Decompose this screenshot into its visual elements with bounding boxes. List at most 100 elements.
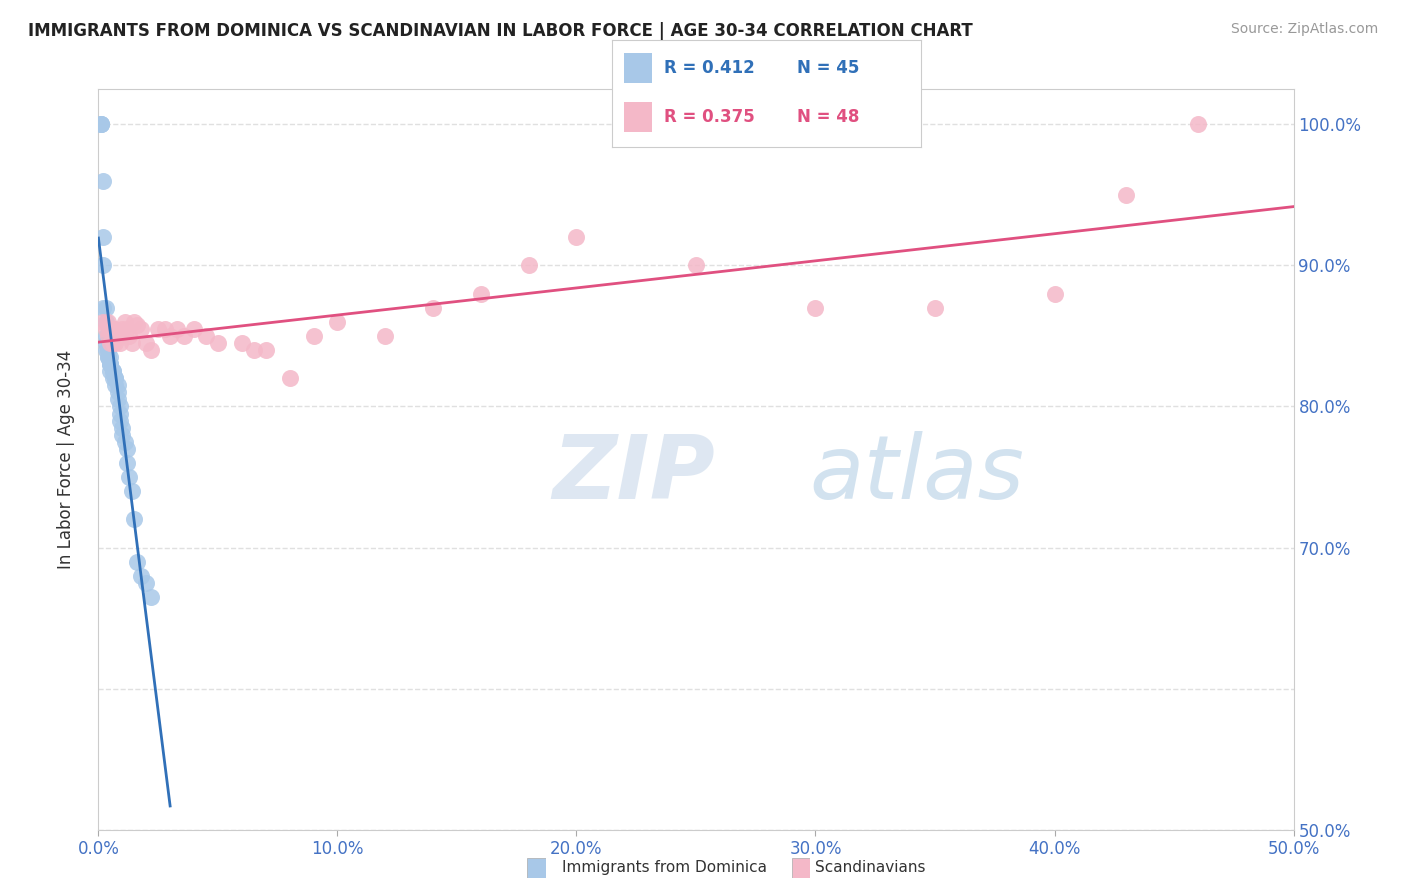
Point	[98, 336, 122, 351]
Point	[131, 322, 153, 336]
Point	[98, 357, 122, 371]
Point	[470, 286, 492, 301]
Point	[111, 427, 134, 442]
Point	[118, 329, 141, 343]
Point	[98, 357, 122, 371]
Point	[97, 343, 120, 357]
Point	[97, 350, 120, 364]
Point	[94, 301, 117, 315]
Point	[101, 364, 124, 378]
Point	[124, 512, 146, 526]
Point	[326, 315, 349, 329]
Text: R = 0.375: R = 0.375	[664, 108, 755, 126]
Point	[107, 378, 129, 392]
Point	[1115, 188, 1137, 202]
Point	[139, 590, 162, 604]
Text: Source: ZipAtlas.com: Source: ZipAtlas.com	[1230, 22, 1378, 37]
Point	[1187, 118, 1209, 132]
Point	[101, 322, 124, 336]
Point	[195, 329, 218, 343]
Text: R = 0.412: R = 0.412	[664, 59, 755, 77]
Point	[139, 343, 162, 357]
Point	[231, 336, 253, 351]
Point	[243, 343, 266, 357]
Point	[115, 456, 138, 470]
Point	[924, 301, 946, 315]
Point	[107, 329, 129, 343]
Text: Scandinavians: Scandinavians	[815, 860, 927, 874]
Point	[517, 259, 540, 273]
Point	[183, 322, 205, 336]
Point	[1043, 286, 1066, 301]
Point	[91, 230, 114, 244]
Point	[101, 336, 124, 351]
Point	[108, 400, 131, 414]
Point	[97, 350, 120, 364]
Point	[101, 371, 124, 385]
Point	[108, 336, 131, 351]
Point	[111, 420, 134, 434]
Point	[125, 318, 148, 332]
Point	[104, 371, 127, 385]
Text: atlas: atlas	[810, 431, 1025, 517]
Point	[121, 336, 143, 351]
Point	[107, 385, 129, 400]
Text: ZIP: ZIP	[553, 431, 716, 517]
Point	[374, 329, 396, 343]
Point	[90, 118, 112, 132]
Point	[104, 322, 127, 336]
Point	[111, 322, 134, 336]
Point	[90, 118, 112, 132]
FancyBboxPatch shape	[624, 53, 652, 83]
Point	[104, 371, 127, 385]
Point	[124, 315, 146, 329]
Point	[166, 322, 188, 336]
Text: N = 48: N = 48	[797, 108, 859, 126]
Point	[94, 329, 117, 343]
Point	[107, 392, 129, 407]
Point	[91, 301, 114, 315]
Point	[131, 568, 153, 582]
Point	[422, 301, 444, 315]
Point	[91, 174, 114, 188]
Point	[98, 322, 122, 336]
Point	[159, 329, 181, 343]
Point	[155, 322, 177, 336]
Point	[125, 555, 148, 569]
Point	[101, 364, 124, 378]
Point	[108, 407, 131, 421]
Point	[148, 322, 170, 336]
Point	[278, 371, 301, 385]
Y-axis label: In Labor Force | Age 30-34: In Labor Force | Age 30-34	[56, 350, 75, 569]
Point	[97, 315, 120, 329]
Text: IMMIGRANTS FROM DOMINICA VS SCANDINAVIAN IN LABOR FORCE | AGE 30-34 CORRELATION : IMMIGRANTS FROM DOMINICA VS SCANDINAVIAN…	[28, 22, 973, 40]
Point	[91, 315, 114, 329]
Text: N = 45: N = 45	[797, 59, 859, 77]
Point	[90, 118, 112, 132]
Point	[118, 470, 141, 484]
Point	[207, 336, 229, 351]
Point	[114, 434, 136, 449]
Text: Immigrants from Dominica: Immigrants from Dominica	[562, 860, 768, 874]
Point	[98, 357, 122, 371]
Point	[135, 336, 157, 351]
Point	[104, 336, 127, 351]
Point	[115, 322, 138, 336]
Point	[94, 343, 117, 357]
Point	[565, 230, 588, 244]
Point	[685, 259, 707, 273]
Point	[94, 336, 117, 351]
Point	[108, 329, 131, 343]
Point	[94, 322, 117, 336]
Point	[97, 343, 120, 357]
Point	[108, 414, 131, 428]
Point	[115, 442, 138, 456]
Point	[97, 329, 120, 343]
Point	[98, 350, 122, 364]
Point	[302, 329, 325, 343]
Point	[121, 484, 143, 499]
Point	[173, 329, 195, 343]
Point	[94, 315, 117, 329]
Point	[135, 575, 157, 590]
Point	[114, 315, 136, 329]
